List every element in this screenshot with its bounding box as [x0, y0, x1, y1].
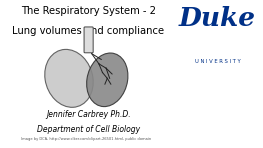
Text: Jennifer Carbrey Ph.D.: Jennifer Carbrey Ph.D. [46, 110, 130, 119]
Text: The Respiratory System - 2: The Respiratory System - 2 [21, 6, 156, 16]
Text: Lung volumes and compliance: Lung volumes and compliance [12, 26, 164, 36]
Text: Department of Cell Biology: Department of Cell Biology [37, 125, 140, 134]
FancyBboxPatch shape [84, 27, 93, 53]
Text: Duke: Duke [179, 6, 256, 31]
Text: U N I V E R S I T Y: U N I V E R S I T Y [195, 59, 240, 65]
Ellipse shape [45, 49, 93, 107]
Text: Image by DCA, http://www.clker.com/clipart-26501.html, public domain: Image by DCA, http://www.clker.com/clipa… [21, 137, 151, 141]
Ellipse shape [87, 53, 128, 107]
